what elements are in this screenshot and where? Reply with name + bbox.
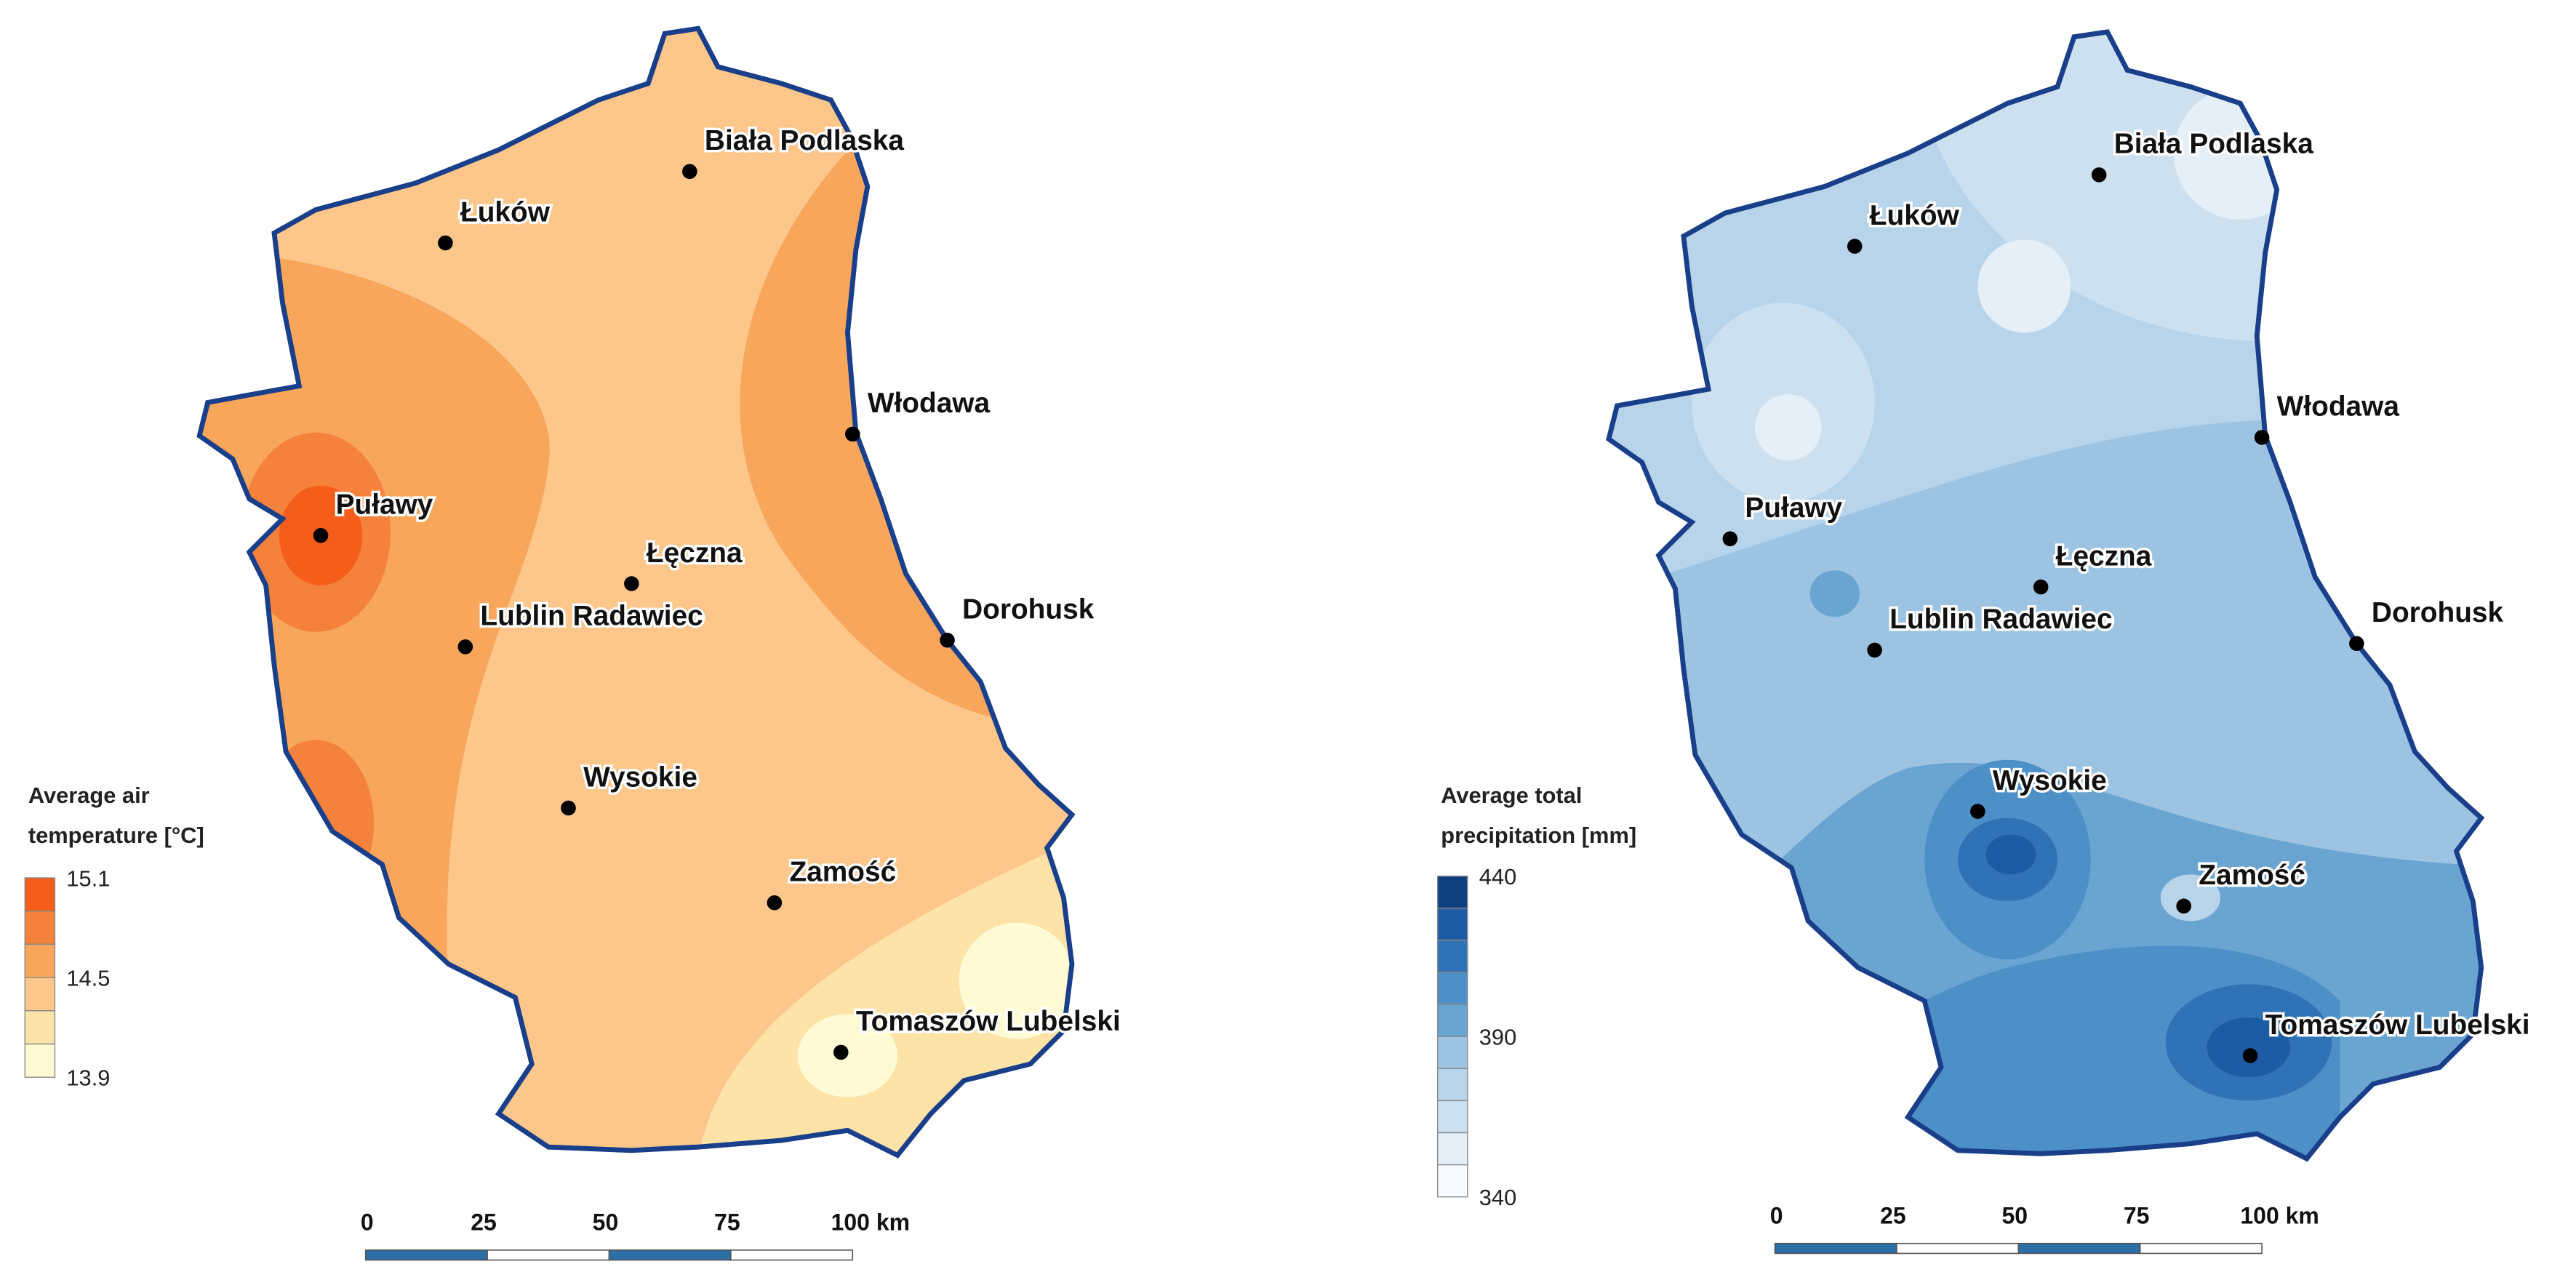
city-label: Puławy — [336, 489, 433, 521]
legend-swatch — [1436, 908, 1468, 941]
city-dot — [833, 1044, 849, 1060]
scale-segment — [487, 1249, 610, 1261]
scale-segment — [2017, 1242, 2141, 1255]
city-label: Tomaszów Lubelski — [2265, 1009, 2530, 1041]
city-label: Dorohusk — [962, 594, 1095, 625]
scale-label: 75 — [714, 1209, 740, 1235]
scale-label: 100 km — [2240, 1202, 2319, 1228]
city-dot — [2033, 579, 2049, 595]
legend-swatch — [1436, 876, 1468, 909]
scale-segment — [1896, 1242, 2020, 1255]
city-dot — [1970, 804, 1985, 819]
legend-title: temperature [°C] — [28, 823, 204, 848]
city-dot — [2176, 898, 2191, 914]
city-dot — [624, 576, 639, 591]
scale-segment — [608, 1249, 732, 1261]
legend-swatch — [24, 911, 56, 945]
city-label: Łuków — [460, 196, 551, 228]
city-dot — [2091, 167, 2107, 183]
scale-segment — [1774, 1242, 1897, 1255]
city-label: Biała Podlaska — [705, 125, 904, 156]
city-label: Zamość — [2199, 860, 2305, 891]
legend-swatch — [24, 943, 56, 978]
city-label: Dorohusk — [2372, 597, 2504, 628]
legend-label: 390 — [1479, 1025, 1516, 1050]
city-label: Włodawa — [2277, 391, 2400, 423]
city-label: Lublin Radawiec — [1889, 604, 2112, 635]
city-dot — [438, 235, 453, 251]
legend-swatch — [24, 877, 56, 912]
city-label: Zamość — [789, 857, 896, 888]
scale-label: 50 — [593, 1209, 619, 1235]
scale-segment — [364, 1249, 488, 1261]
scale-label: 0 — [361, 1209, 374, 1235]
city-dot — [845, 426, 860, 442]
legend-swatch — [1436, 1132, 1468, 1166]
legend-title: Average total — [1441, 783, 1582, 808]
precipitation-map: Biała Podlaska Łuków Włodawa Puławy Łęczna Lu… — [1575, 4, 2532, 1200]
city-label: Łuków — [1870, 200, 1960, 231]
city-label: Biała Podlaska — [2114, 129, 2313, 160]
legend-label: 14.5 — [66, 966, 110, 991]
scale-segment — [730, 1249, 854, 1261]
legend-swatch — [1436, 940, 1468, 973]
legend-label: 13.9 — [66, 1065, 110, 1091]
city-label: Lublin Radawiec — [480, 601, 703, 632]
city-label: Wysokie — [1993, 765, 2107, 796]
city-dot — [2349, 636, 2364, 652]
legend-title: Average air — [28, 783, 150, 808]
scale-label: 25 — [471, 1209, 497, 1235]
legend-title: precipitation [mm] — [1441, 823, 1636, 848]
scale-label: 100 km — [831, 1209, 910, 1235]
city-dot — [1867, 642, 1882, 658]
city-label: Wysokie — [583, 761, 697, 793]
scale-segment — [2139, 1242, 2263, 1255]
scale-label: 0 — [1770, 1202, 1783, 1228]
city-dot — [313, 527, 329, 543]
legend-swatch — [1436, 1036, 1468, 1070]
legend-swatch — [1436, 1004, 1468, 1037]
city-label: Puławy — [1745, 492, 1842, 524]
legend-swatch — [1436, 1100, 1468, 1134]
scale-label: 75 — [2124, 1202, 2150, 1228]
city-label: Tomaszów Lubelski — [856, 1006, 1121, 1037]
legend-swatch — [1436, 1164, 1468, 1198]
city-label: Włodawa — [868, 388, 991, 419]
scale-label: 50 — [2001, 1202, 2028, 1228]
temperature-map: Biała Podlaska Łuków Włodawa Puławy Łęczna Lu… — [167, 0, 1123, 1196]
city-dot — [457, 639, 473, 655]
legend-swatch — [24, 977, 56, 1012]
city-dot — [1722, 531, 1738, 547]
city-dot — [767, 895, 783, 911]
city-dot — [2242, 1048, 2258, 1063]
city-dot — [2254, 430, 2270, 445]
city-dot — [1847, 239, 1863, 254]
city-dot — [682, 164, 697, 180]
legend-label: 15.1 — [66, 865, 110, 891]
legend-label: 340 — [1479, 1185, 1516, 1210]
legend-label: 440 — [1479, 864, 1516, 889]
city-label: Łęczna — [2056, 540, 2152, 572]
city-label: Łęczna — [647, 537, 743, 569]
city-dot — [561, 800, 576, 816]
legend-swatch — [1436, 1068, 1468, 1102]
legend-swatch — [1436, 972, 1468, 1005]
scale-label: 25 — [1880, 1202, 1906, 1228]
city-dot — [940, 632, 955, 648]
legend-swatch — [24, 1043, 56, 1078]
legend-swatch — [24, 1010, 56, 1045]
